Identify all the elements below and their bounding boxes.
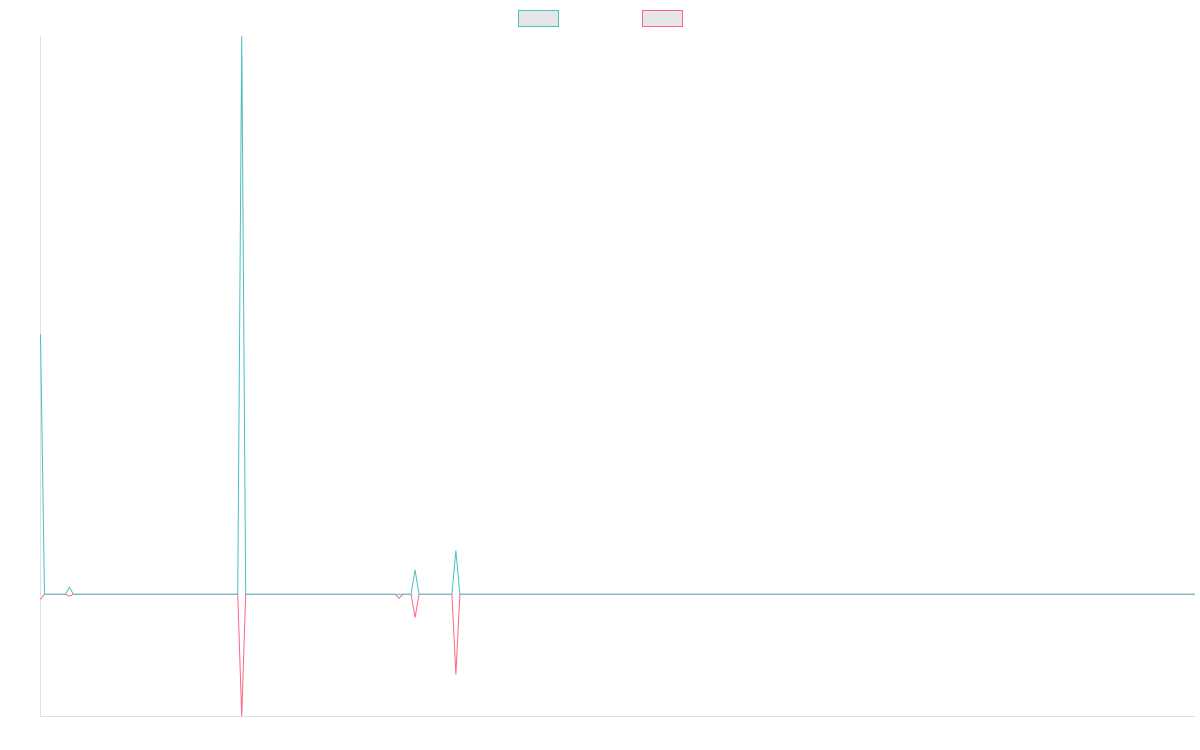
axes <box>40 36 1195 717</box>
legend <box>518 10 683 27</box>
series-line-1 <box>40 35 1195 595</box>
series-line-2 <box>40 593 1195 717</box>
legend-swatch-2[interactable] <box>642 10 683 27</box>
series-group <box>40 35 1195 717</box>
legend-swatch-1[interactable] <box>518 10 559 27</box>
